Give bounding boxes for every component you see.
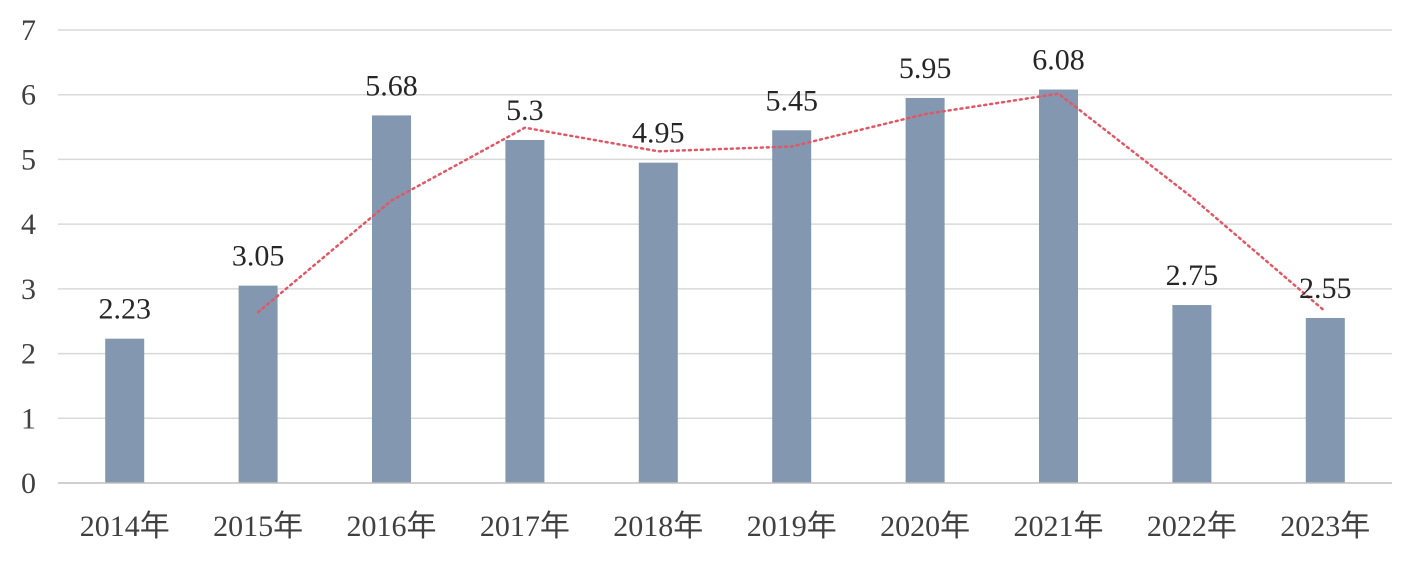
x-tick-label: 2021年 bbox=[1014, 510, 1104, 543]
x-tick-label: 2020年 bbox=[880, 510, 970, 543]
bar-series bbox=[105, 89, 1345, 484]
data-labels: 2.23 3.05 5.68 5.3 4.95 5.45 5.95 6.08 2.75 2.55 bbox=[98, 44, 1351, 326]
x-tick-label: 2015年 bbox=[213, 510, 303, 543]
bar bbox=[905, 97, 945, 483]
bar bbox=[105, 338, 145, 483]
x-axis-tick-labels: 2014年 2015年 2016年 2017年 2018年 2019年 2020年 2021年… bbox=[80, 510, 1371, 543]
y-tick-label: 4 bbox=[21, 208, 36, 241]
trendline bbox=[256, 92, 1327, 314]
x-tick-label: 2016年 bbox=[347, 510, 437, 543]
data-label: 6.08 bbox=[1032, 44, 1085, 77]
y-tick-label: 6 bbox=[21, 79, 36, 112]
y-tick-label: 7 bbox=[21, 14, 36, 47]
bar bbox=[638, 162, 678, 483]
y-tick-label: 1 bbox=[21, 402, 36, 435]
bar bbox=[1305, 317, 1345, 483]
y-tick-label: 5 bbox=[21, 143, 36, 176]
y-tick-label: 3 bbox=[21, 273, 36, 306]
bar bbox=[372, 115, 411, 484]
y-tick-label: 2 bbox=[21, 338, 36, 371]
data-label: 2.23 bbox=[98, 293, 151, 326]
y-tick-label: 0 bbox=[21, 467, 36, 500]
data-label: 2.55 bbox=[1299, 272, 1352, 305]
y-axis-tick-labels: 0 1 2 3 4 5 6 7 bbox=[21, 14, 36, 500]
x-tick-label: 2022年 bbox=[1147, 510, 1237, 543]
data-label: 2.75 bbox=[1166, 259, 1219, 292]
x-tick-label: 2014年 bbox=[80, 510, 170, 543]
data-label: 5.68 bbox=[365, 69, 418, 102]
bar bbox=[505, 140, 545, 483]
x-tick-label: 2023年 bbox=[1280, 510, 1370, 543]
moving-average-trendline bbox=[256, 92, 1327, 314]
x-tick-label: 2019年 bbox=[747, 510, 837, 543]
data-label: 5.95 bbox=[899, 52, 952, 85]
x-tick-label: 2018年 bbox=[613, 510, 703, 543]
data-label: 5.3 bbox=[506, 94, 544, 127]
x-tick-label: 2017年 bbox=[480, 510, 570, 543]
bar bbox=[772, 130, 812, 484]
bar bbox=[238, 285, 278, 483]
bar bbox=[1172, 305, 1212, 483]
data-label: 5.45 bbox=[765, 84, 818, 117]
gridlines bbox=[58, 29, 1392, 420]
data-label: 4.95 bbox=[632, 117, 685, 150]
bar bbox=[1039, 89, 1078, 483]
data-label: 3.05 bbox=[232, 240, 285, 273]
